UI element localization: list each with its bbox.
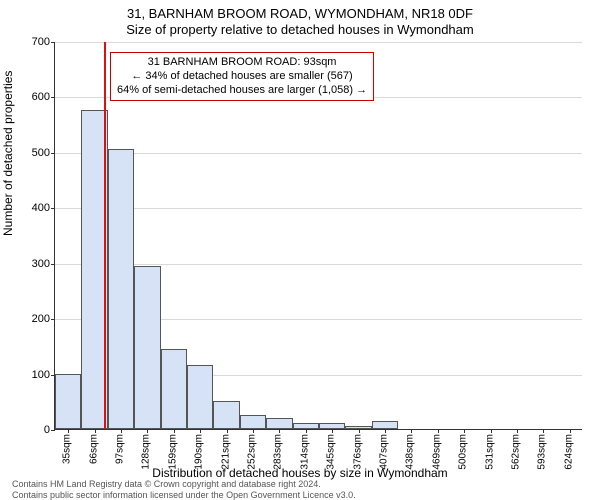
ytick-label: 400 [10,202,50,214]
annotation-box: 31 BARNHAM BROOM ROAD: 93sqm ← 34% of de… [110,52,374,101]
annotation-line2: ← 34% of detached houses are smaller (56… [117,70,367,84]
xtick-label: 593sqm [537,434,548,470]
annotation-line3: 64% of semi-detached houses are larger (… [117,84,367,98]
ytick-mark [51,153,55,154]
xtick-label: 469sqm [431,434,442,470]
xtick-mark [174,429,175,433]
ytick-label: 500 [10,147,50,159]
xtick-mark [227,429,228,433]
xtick-label: 562sqm [511,434,522,470]
xtick-mark [68,429,69,433]
xtick-mark [359,429,360,433]
footnote-line1: Contains HM Land Registry data © Crown c… [12,479,356,489]
xtick-mark [332,429,333,433]
histogram-bar [187,365,213,429]
xtick-mark [543,429,544,433]
property-marker-line [104,42,106,429]
xtick-mark [253,429,254,433]
footnote: Contains HM Land Registry data © Crown c… [12,479,356,500]
ytick-label: 0 [10,424,50,436]
xtick-label: 66sqm [88,434,99,464]
ytick-label: 700 [10,36,50,48]
ytick-label: 600 [10,91,50,103]
histogram-bar [134,266,160,430]
xtick-label: 97sqm [115,434,126,464]
histogram-bar [108,149,134,429]
xtick-mark [279,429,280,433]
xtick-mark [411,429,412,433]
histogram-bar [161,349,187,429]
xtick-label: 159sqm [167,434,178,470]
xtick-mark [121,429,122,433]
ytick-mark [51,97,55,98]
histogram-bar [55,374,81,429]
ytick-mark [51,319,55,320]
chart-title-line1: 31, BARNHAM BROOM ROAD, WYMONDHAM, NR18 … [0,6,600,21]
xtick-label: 531sqm [484,434,495,470]
xtick-mark [95,429,96,433]
xtick-label: 624sqm [563,434,574,470]
xtick-label: 283sqm [273,434,284,470]
footnote-line2: Contains public sector information licen… [12,490,356,500]
xtick-label: 314sqm [299,434,310,470]
xtick-label: 190sqm [194,434,205,470]
xtick-label: 221sqm [220,434,231,470]
histogram-bar [240,415,266,429]
xtick-mark [200,429,201,433]
histogram-bar [266,418,292,429]
xtick-mark [147,429,148,433]
xtick-mark [570,429,571,433]
chart-container: 31, BARNHAM BROOM ROAD, WYMONDHAM, NR18 … [0,0,600,500]
xtick-label: 252sqm [247,434,258,470]
xtick-label: 128sqm [141,434,152,470]
ytick-label: 100 [10,369,50,381]
xtick-mark [464,429,465,433]
xtick-label: 407sqm [379,434,390,470]
histogram-bar [372,421,398,429]
xtick-mark [491,429,492,433]
histogram-bar [213,401,239,429]
ytick-mark [51,42,55,43]
xtick-label: 376sqm [352,434,363,470]
ytick-mark [51,430,55,431]
xtick-mark [517,429,518,433]
xtick-mark [306,429,307,433]
ytick-mark [51,264,55,265]
ytick-label: 300 [10,258,50,270]
grid-line [55,42,582,43]
xtick-mark [438,429,439,433]
xtick-mark [385,429,386,433]
annotation-line1: 31 BARNHAM BROOM ROAD: 93sqm [117,56,367,70]
ytick-label: 200 [10,313,50,325]
xtick-label: 500sqm [458,434,469,470]
xtick-label: 345sqm [326,434,337,470]
xtick-label: 438sqm [405,434,416,470]
ytick-mark [51,208,55,209]
xtick-label: 35sqm [62,434,73,464]
chart-title-line2: Size of property relative to detached ho… [0,22,600,37]
